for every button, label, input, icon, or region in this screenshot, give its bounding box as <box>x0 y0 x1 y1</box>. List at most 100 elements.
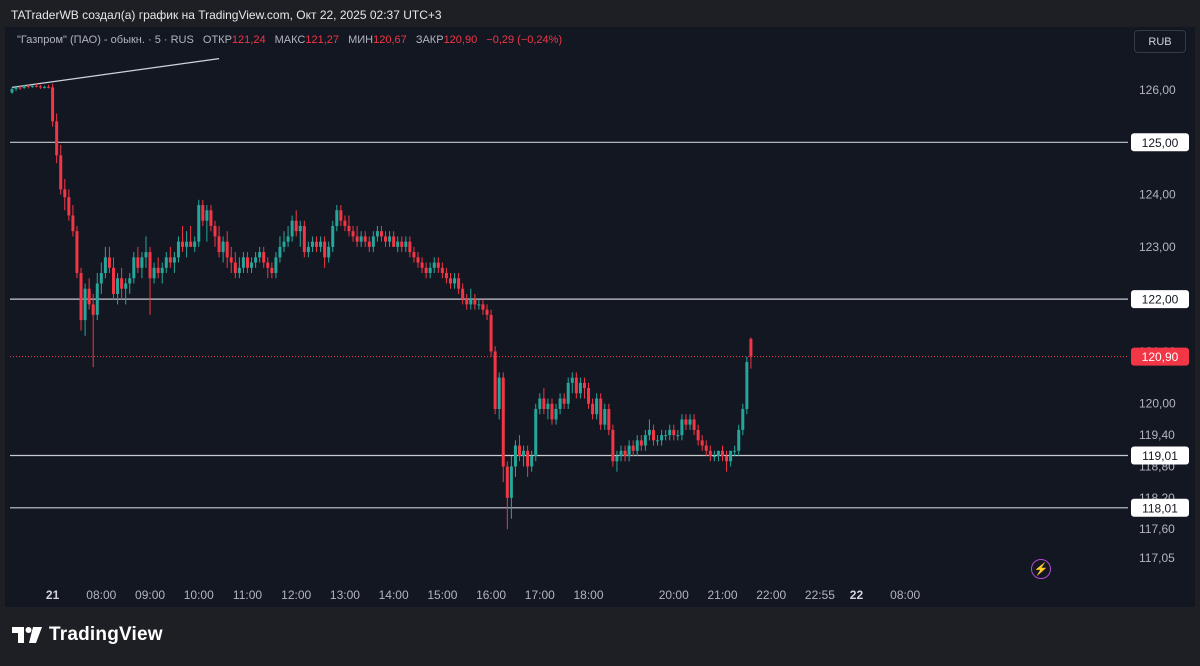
candle <box>335 205 339 232</box>
time-axis-label: 21 <box>46 588 60 602</box>
lightning-icon[interactable]: ⚡ <box>1031 559 1051 579</box>
candle <box>103 246 107 279</box>
last-price-label: 120,90 <box>1142 350 1179 364</box>
candle <box>197 199 201 247</box>
candle-body <box>651 429 655 441</box>
candle-body <box>152 267 156 279</box>
candle-body <box>623 450 627 457</box>
candle <box>627 440 631 462</box>
last-price-badge <box>1131 347 1189 366</box>
candle-body <box>643 435 647 446</box>
candle-body <box>570 377 574 383</box>
candle <box>558 393 562 415</box>
currency-button[interactable]: RUB <box>1134 30 1186 53</box>
candle-body <box>107 257 111 268</box>
candle <box>477 299 481 310</box>
candle <box>388 231 392 247</box>
candle <box>327 241 331 263</box>
candle <box>404 236 408 253</box>
candle-body <box>444 273 448 279</box>
candle <box>254 252 258 268</box>
candle-body <box>741 408 745 430</box>
candle-body <box>696 429 700 441</box>
time-axis-label: 22:00 <box>756 588 786 602</box>
candle <box>359 231 363 247</box>
candle-body <box>371 236 375 247</box>
candle <box>351 225 355 242</box>
candle-body <box>716 450 720 457</box>
candle-body <box>26 85 30 87</box>
candle-body <box>95 283 99 315</box>
time-axis-label: 08:00 <box>86 588 116 602</box>
candle <box>270 262 274 279</box>
candle-body <box>156 267 160 274</box>
candle <box>339 205 343 226</box>
candle-body <box>310 241 314 247</box>
candle <box>704 440 708 457</box>
time-axis-label: 11:00 <box>233 588 262 602</box>
top-bar: TATraderWB создал(а) график на TradingVi… <box>0 0 1200 30</box>
candle <box>290 215 294 242</box>
time-axis-label: 22:55 <box>805 588 835 602</box>
candle <box>18 85 22 90</box>
time-axis-label: 17:00 <box>525 588 555 602</box>
candle-body <box>501 377 505 467</box>
price-axis-label: 124,00 <box>1139 188 1176 202</box>
candle <box>42 85 46 89</box>
candle-body <box>457 278 461 289</box>
candle-body <box>270 267 274 274</box>
candle-body <box>87 288 91 305</box>
candle-body <box>10 88 14 93</box>
ohlc-legend: "Газпром" (ПАО) - обыкн. · 5 · RUS ОТКР1… <box>17 34 562 46</box>
candle <box>522 445 526 467</box>
candle-body <box>103 257 107 274</box>
candle-body <box>729 450 733 462</box>
candle-body <box>420 262 424 268</box>
candle-body <box>509 466 513 498</box>
candle-body <box>432 262 436 268</box>
candle <box>708 445 712 462</box>
candle <box>611 424 615 467</box>
candle <box>578 377 582 399</box>
chart-author-line: TATraderWB создал(а) график на TradingVi… <box>11 8 442 22</box>
candle <box>566 377 570 409</box>
candle <box>647 419 651 441</box>
candle <box>262 246 266 268</box>
low-value: 120,67 <box>373 34 407 46</box>
price-axis-label: 117,05 <box>1139 551 1175 565</box>
candle <box>319 236 323 253</box>
candle <box>193 236 197 253</box>
chart-panel[interactable] <box>5 27 1195 607</box>
candle <box>124 278 128 305</box>
candle-body <box>315 241 318 247</box>
candle-body <box>733 450 737 452</box>
candle <box>181 225 185 253</box>
candle <box>676 429 680 441</box>
symbol-label: "Газпром" (ПАО) - обыкн. · 5 · RUS <box>17 34 194 46</box>
time-axis-label: 12:00 <box>281 588 311 602</box>
candle <box>595 393 599 420</box>
candle-body <box>140 257 144 268</box>
open-value: 121,24 <box>231 34 266 46</box>
candle-body <box>704 445 708 451</box>
candle-body <box>489 314 493 352</box>
candle <box>71 205 75 237</box>
open-label: ОТКР <box>202 34 232 46</box>
price-axis-label: 126,00 <box>1139 83 1176 97</box>
candle <box>656 435 660 446</box>
level-price-badge <box>1131 290 1189 309</box>
candle <box>310 236 314 253</box>
candle-body <box>229 257 233 263</box>
candle-body <box>485 309 489 315</box>
candle <box>408 236 412 258</box>
candle-body <box>680 419 684 436</box>
candle-body <box>124 283 128 289</box>
candle-body <box>136 257 140 268</box>
candle-body <box>688 419 692 425</box>
candle-body <box>67 197 71 216</box>
candle <box>363 231 367 247</box>
candle-body <box>217 236 221 253</box>
candle-body <box>546 403 550 409</box>
candle <box>286 225 290 247</box>
